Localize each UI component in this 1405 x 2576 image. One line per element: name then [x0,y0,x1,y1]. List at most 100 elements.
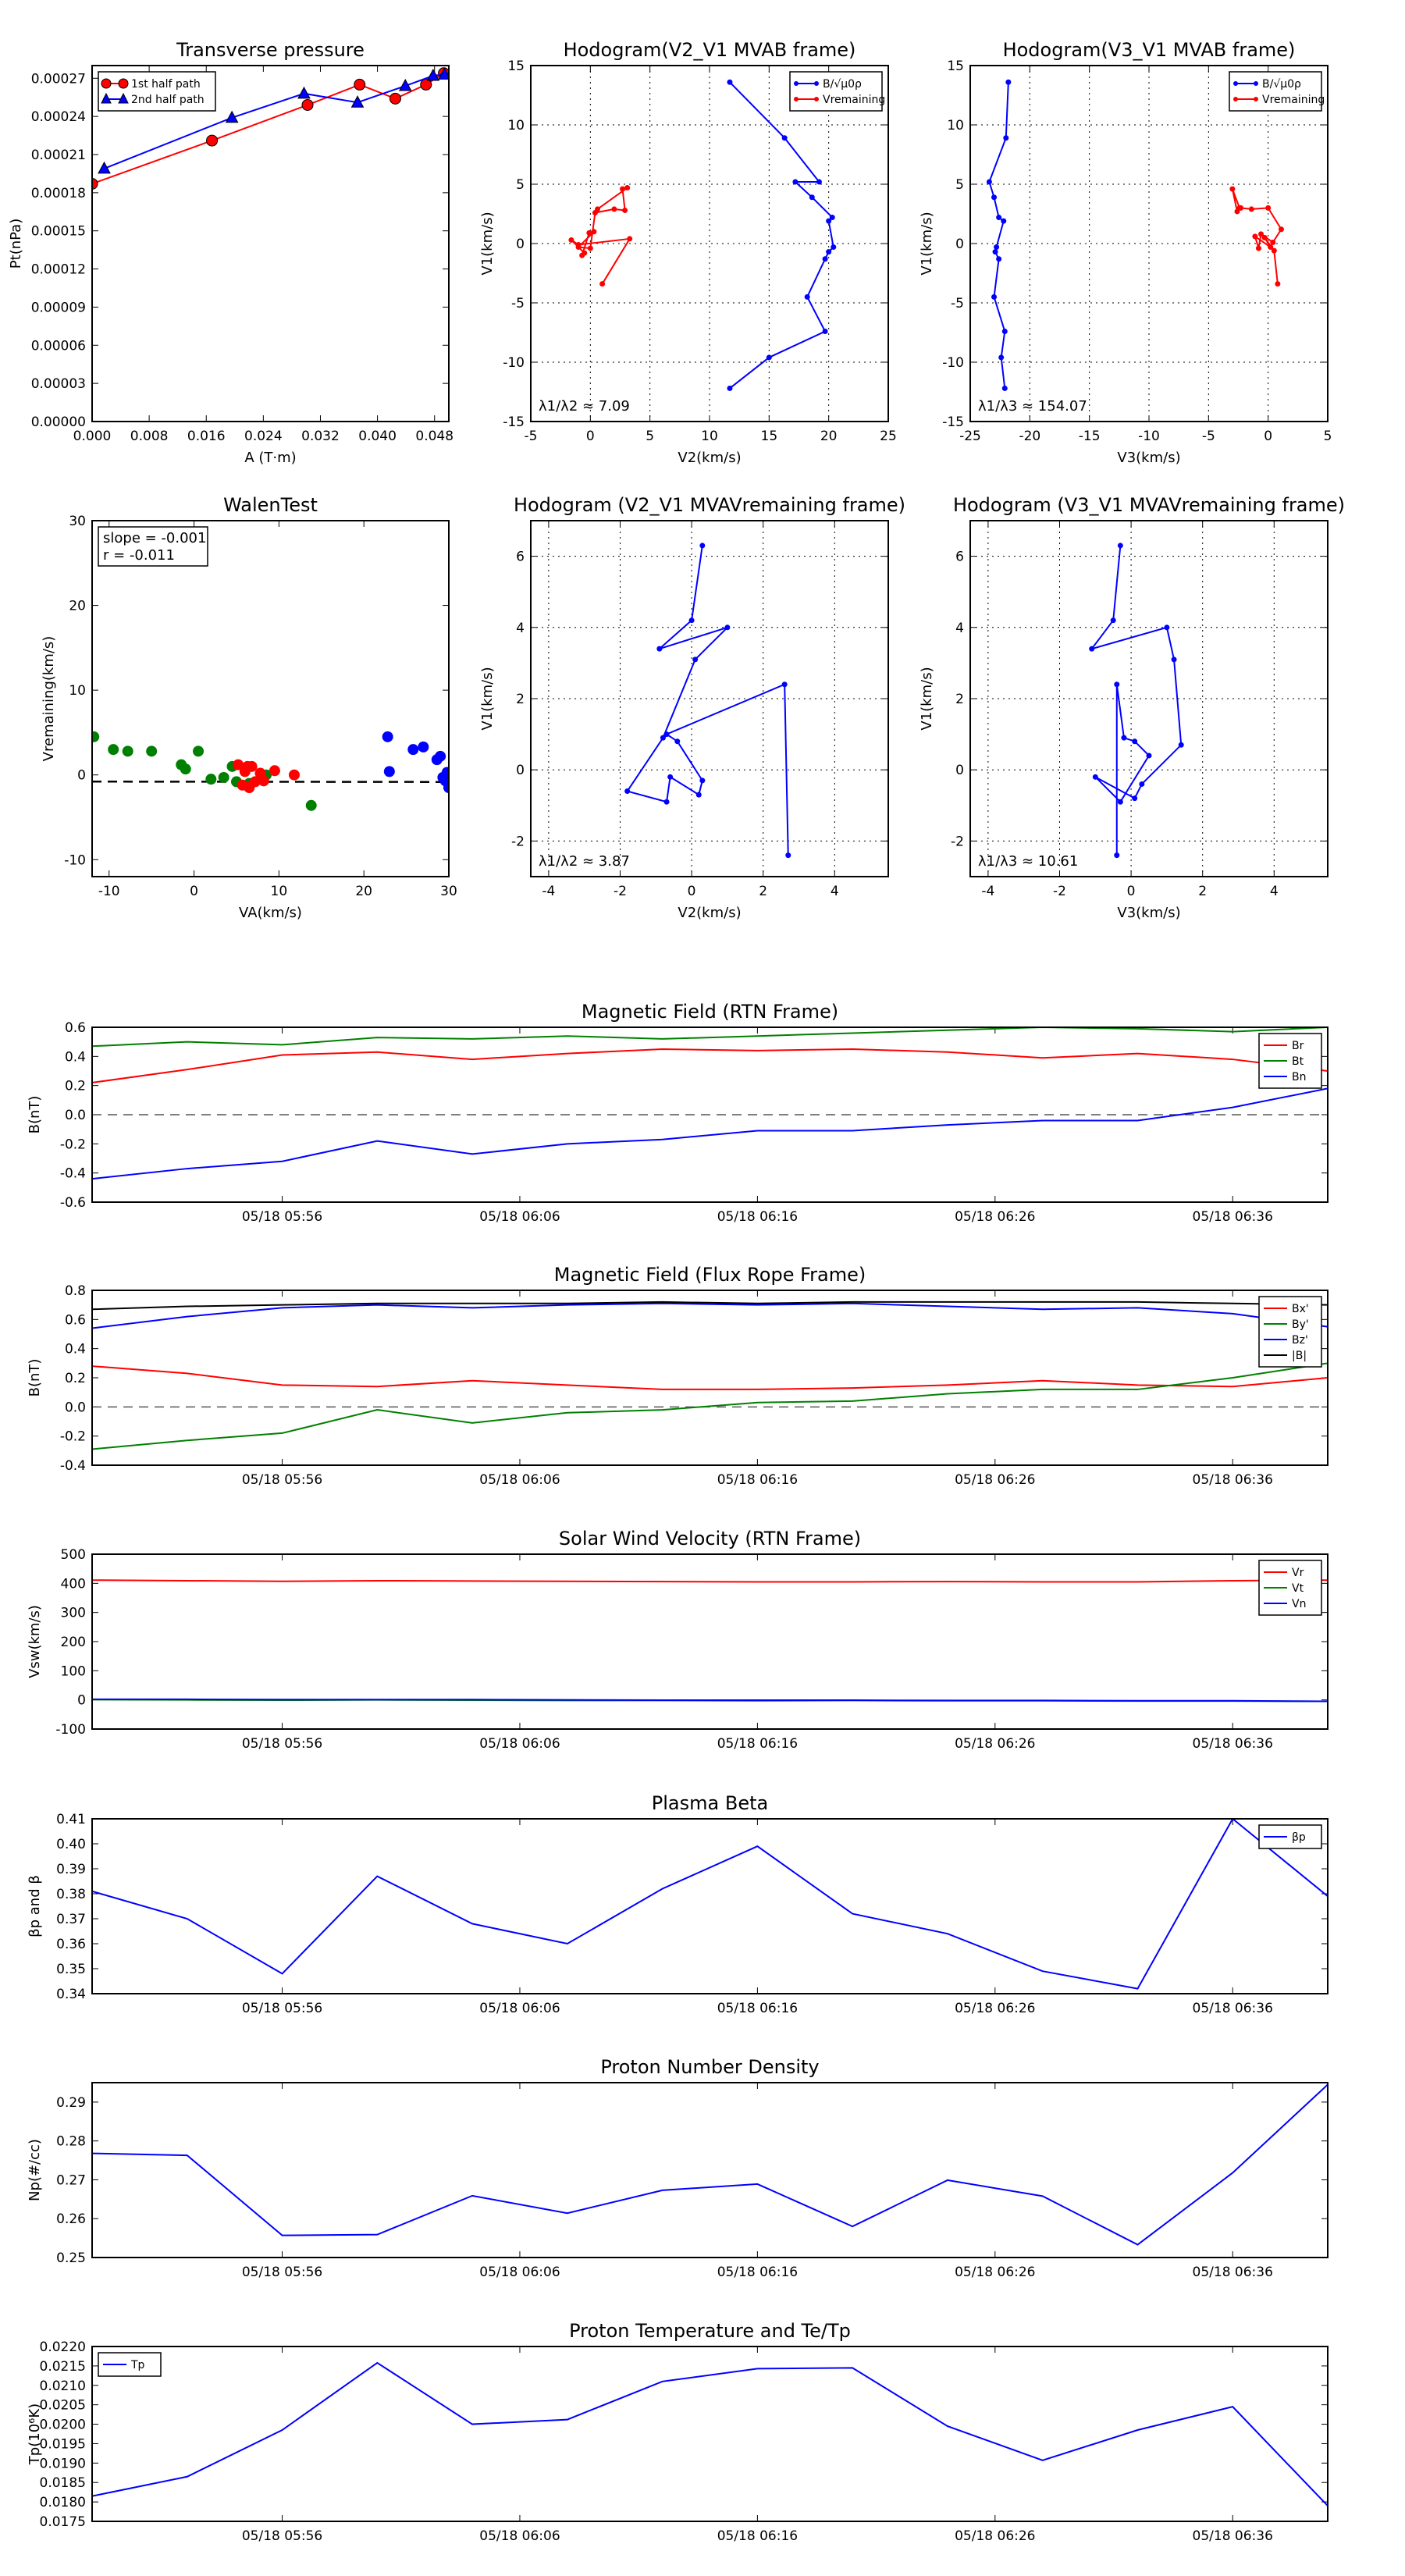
x-tick-label: 05/18 06:16 [717,2001,798,2016]
y-tick-label: 500 [61,1547,86,1563]
y-tick-label: -15 [942,415,964,430]
y-tick-label: 0 [77,768,86,784]
y-tick-label: 10 [507,118,525,133]
x-tick-label: 0.040 [358,429,397,444]
y-tick-label: -5 [511,296,525,311]
legend-marker [1233,97,1238,101]
data-point [1001,328,1008,334]
plot-area [92,67,449,190]
x-tick-label: 5 [1324,429,1332,444]
data-point [269,765,280,777]
x-tick-label: 20 [355,884,372,899]
data-point [568,237,574,243]
x-tick-label: 10 [701,429,718,444]
legend-marker [814,81,819,86]
x-tick-label: 20 [820,429,838,444]
chart-title: Proton Temperature and Te/Tp [569,2320,851,2342]
data-point [98,161,111,174]
legend: Br Bt Bn [1258,1033,1322,1089]
data-point [727,79,733,85]
data-point [1270,239,1276,245]
y-tick-label: 0 [516,763,525,778]
legend: B/√μ0ρ Vremaining [1229,71,1325,112]
data-point [407,744,419,756]
x-tick-label: 0.008 [130,429,169,444]
data-point [350,95,365,108]
series-line [92,1579,1328,1583]
series-line [626,545,789,856]
data-point [206,134,219,147]
data-point [594,206,600,212]
y-tick-label: 0.2 [65,1371,86,1386]
data-point [1265,205,1272,211]
plot-frame [91,1818,1329,1994]
series-line [92,2083,1328,2246]
x-tick-label: 4 [1270,884,1279,899]
x-tick-label: -15 [1079,429,1101,444]
data-point [599,281,606,287]
y-tick-label: 0 [516,237,525,252]
legend: Bx' By' Bz' |B| [1258,1296,1322,1368]
y-tick-label: 0.34 [56,1987,86,2002]
data-point [586,229,592,236]
y-tick-label: 0.0185 [40,2475,86,2491]
y-tick-label: 20 [69,599,86,614]
data-point [122,745,133,757]
legend-marker [101,78,112,89]
plot-frame [91,2082,1329,2258]
plot-frame [91,65,450,422]
data-point [587,245,593,251]
legend-box [789,71,883,112]
data-point [766,354,772,361]
data-point [305,799,317,811]
y-tick-label: 0.00012 [31,262,86,278]
x-tick-label: 2 [1198,884,1207,899]
chart-proton-density: Proton Number Density 05/18 05:56 05/18 06… [27,2056,1329,2280]
data-point [1114,681,1120,688]
y-tick-label: -100 [55,1722,86,1738]
x-tick-label: -2 [614,884,627,899]
data-point [829,215,835,221]
y-tick-label: 0.0205 [40,2398,86,2414]
y-tick-label: 5 [955,177,964,193]
plot-area [92,1027,1328,1180]
y-tick-label: 0.4 [65,1342,86,1357]
legend-box [1229,71,1322,112]
data-point [1275,281,1281,287]
y-tick-label: 0.0 [65,1108,86,1123]
y-tick-label: 10 [947,118,964,133]
data-point [233,759,244,770]
series-line [92,2361,1328,2507]
x-tick-label: 05/18 06:26 [955,1736,1035,1752]
chart-title: Magnetic Field (Flux Rope Frame) [554,1264,866,1286]
legend-label: 1st half path [131,78,201,91]
data-point [1005,79,1012,85]
x-tick-label: 05/18 06:26 [955,2528,1035,2544]
y-tick-label: -0.2 [60,1429,86,1445]
x-tick-label: 05/18 05:56 [242,1209,322,1225]
plot-frame [530,65,889,422]
x-tick-label: 0.016 [187,429,226,444]
data-point [426,68,440,81]
y-tick-label: 0.40 [56,1837,86,1852]
data-point [1117,543,1123,549]
data-point [1092,774,1098,780]
x-tick-label: 05/18 05:56 [242,2528,322,2544]
x-tick-label: 0 [1127,884,1136,899]
data-point [398,78,412,91]
chart-solar-wind: Solar Wind Velocity (RTN Frame) 05/18 05:… [27,1528,1329,1752]
data-point [781,681,788,688]
x-tick-label: -20 [1019,429,1040,444]
y-axis-label: Vremaining(km/s) [41,636,57,762]
chart-mag-fluxrope: Magnetic Field (Flux Rope Frame) 05/18 05… [27,1264,1329,1488]
legend-marker [794,97,799,101]
x-tick-label: 05/18 05:56 [242,2265,322,2280]
y-tick-label: 10 [69,683,86,699]
x-tick-label: 05/18 06:16 [717,1736,798,1752]
x-tick-label: -10 [98,884,120,899]
y-tick-label: 30 [69,514,86,529]
chart-hodogram-v3-mvav: Hodogram (V3_V1 MVAVremaining frame) -4 -2… [919,494,1345,921]
x-tick-label: -10 [1138,429,1160,444]
x-tick-label: 0.032 [301,429,340,444]
